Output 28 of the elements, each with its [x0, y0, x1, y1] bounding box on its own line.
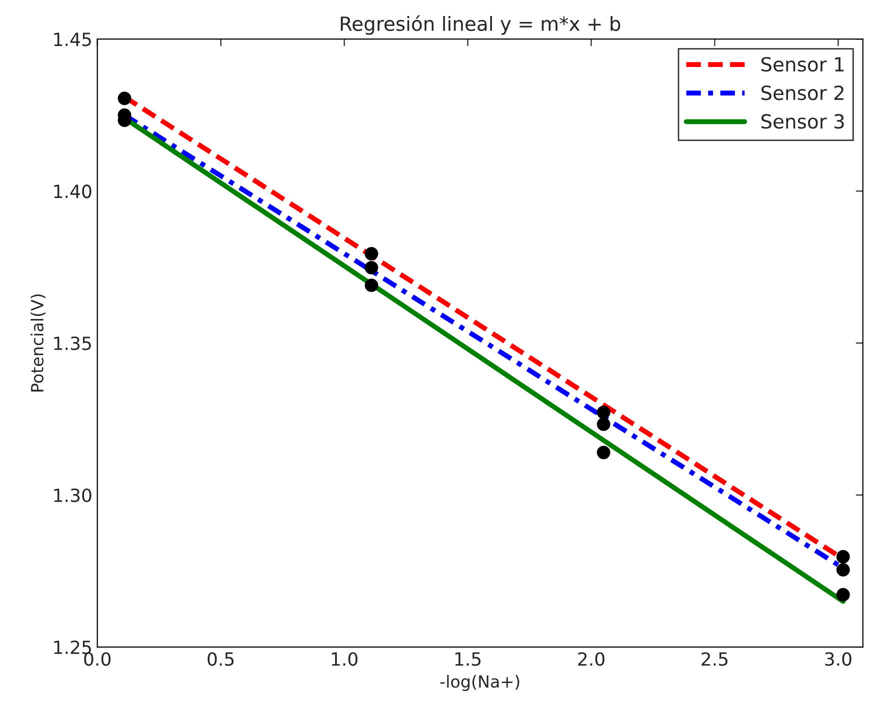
x-tick-label: 3.0 [825, 652, 852, 666]
y-tick-label: 1.35 [54, 336, 91, 350]
point [364, 260, 378, 274]
point [364, 246, 378, 260]
x-tick-label: 2.0 [578, 652, 604, 666]
x-axis-title: -log(Na+) [440, 674, 520, 692]
point [836, 588, 850, 602]
point [836, 550, 850, 564]
point [596, 446, 610, 460]
chart-title: Regresión lineal y = m*x + b [340, 15, 620, 35]
legend-label: Sensor 1 [761, 56, 844, 72]
y-tick-label: 1.40 [54, 184, 92, 198]
legend-label: Sensor 2 [761, 85, 844, 100]
point [118, 92, 132, 106]
y-tick-label: 1.45 [54, 32, 91, 46]
x-tick-label: 1.5 [455, 652, 481, 666]
x-tick-label: 0.0 [84, 652, 111, 666]
x-tick-label: 2.5 [702, 652, 728, 666]
point [836, 563, 850, 577]
point [596, 418, 610, 431]
point [596, 406, 610, 420]
y-tick-label: 1.30 [54, 488, 92, 502]
legend-label: Sensor 3 [761, 114, 844, 129]
x-tick-label: 0.5 [208, 652, 234, 666]
x-tick-label: 1.0 [332, 652, 358, 666]
point [364, 278, 378, 292]
y-axis-title: Potencial(V) [30, 294, 46, 392]
y-tick-label: 1.25 [54, 640, 91, 654]
